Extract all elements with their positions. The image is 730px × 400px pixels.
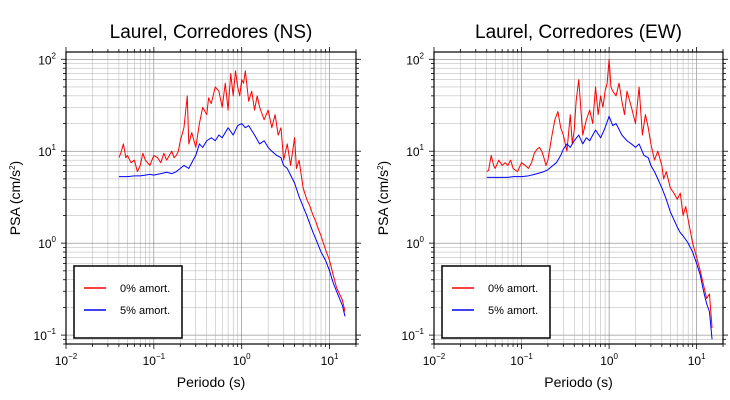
y-tick-label-base: 10 — [38, 53, 52, 67]
y-tick-label: 101 — [38, 143, 56, 159]
x-tick-label-exp: −2 — [436, 352, 446, 361]
x-tick-label-exp: −1 — [156, 352, 166, 361]
x-tick-label-exp: 1 — [334, 352, 339, 361]
x-tick-label-base: 10 — [55, 354, 69, 368]
x-tick-label: 10−1 — [143, 352, 166, 368]
x-tick-label: 100 — [600, 352, 618, 368]
x-tick-label-base: 10 — [510, 354, 524, 368]
y-tick-label-exp: 2 — [420, 51, 425, 60]
y-axis-label-main: PSA (cm/s — [375, 170, 391, 235]
x-axis-label: Periodo (s) — [177, 374, 245, 390]
y-tick-label-base: 10 — [34, 329, 48, 343]
x-tick-label-base: 10 — [143, 354, 157, 368]
legend-label: 5% amort. — [488, 305, 538, 317]
y-axis-label-sup: 2 — [376, 165, 385, 170]
axis-ticks — [429, 47, 728, 349]
y-tick-label-base: 10 — [406, 145, 420, 159]
y-tick-label: 10−1 — [34, 327, 57, 343]
x-tick-label-base: 10 — [423, 354, 437, 368]
y-axis-label-sup: 2 — [8, 165, 17, 170]
y-tick-label: 102 — [406, 51, 424, 67]
x-tick-label-exp: 0 — [246, 352, 251, 361]
x-tick-label: 100 — [233, 352, 251, 368]
legend: 0% amort. 5% amort. — [441, 265, 551, 339]
x-tick-label-base: 10 — [600, 354, 614, 368]
x-tick-label: 101 — [688, 352, 706, 368]
y-axis-label-close: ) — [375, 161, 391, 166]
y-tick-label-exp: −1 — [415, 327, 425, 336]
plot-frame — [433, 51, 724, 345]
legend-label: 0% amort. — [120, 283, 170, 295]
y-axis-label-main: PSA (cm/s — [7, 170, 23, 235]
x-tick-label-exp: 1 — [701, 352, 706, 361]
y-tick-label-base: 10 — [406, 237, 420, 251]
y-tick-label-exp: 2 — [52, 51, 57, 60]
chart-title: Laurel, Corredores (EW) — [475, 22, 682, 43]
axis-ticks — [61, 47, 361, 349]
x-tick-label: 10−2 — [55, 352, 78, 368]
y-tick-label-exp: 0 — [52, 235, 57, 244]
y-tick-label-base: 10 — [406, 53, 420, 67]
x-tick-label-base: 10 — [321, 354, 335, 368]
y-axis-label: PSA (cm/s2) — [375, 161, 391, 235]
y-tick-label: 101 — [406, 143, 424, 159]
x-tick-label-base: 10 — [233, 354, 247, 368]
y-tick-label: 100 — [406, 235, 424, 251]
x-tick-label: 101 — [321, 352, 339, 368]
x-tick-label-exp: 0 — [614, 352, 619, 361]
x-tick-label-base: 10 — [688, 354, 702, 368]
y-tick-label-base: 10 — [38, 237, 52, 251]
x-axis-label: Periodo (s) — [544, 374, 612, 390]
legend-label: 0% amort. — [488, 283, 538, 295]
y-tick-label-base: 10 — [402, 329, 416, 343]
plot-frame — [65, 51, 357, 345]
series-line-five-pct-damping — [486, 115, 713, 340]
y-axis-label-close: ) — [7, 161, 23, 166]
y-tick-label-exp: 1 — [420, 143, 425, 152]
y-tick-label: 102 — [38, 51, 56, 67]
legend-box — [441, 265, 551, 339]
series-line-zero-damping — [118, 70, 346, 312]
x-tick-label-exp: −1 — [524, 352, 534, 361]
legend: 0% amort. 5% amort. — [73, 265, 183, 339]
y-tick-label-exp: 1 — [52, 143, 57, 152]
chart-title: Laurel, Corredores (NS) — [110, 22, 313, 43]
y-tick-label-base: 10 — [38, 145, 52, 159]
series-line-five-pct-damping — [118, 123, 346, 317]
y-axis-label: PSA (cm/s2) — [7, 161, 23, 235]
y-tick-label-exp: 0 — [420, 235, 425, 244]
legend-label: 5% amort. — [120, 305, 170, 317]
x-tick-label: 10−1 — [510, 352, 533, 368]
legend-box — [73, 265, 183, 339]
y-tick-label: 100 — [38, 235, 56, 251]
y-tick-label: 10−1 — [402, 327, 425, 343]
x-tick-label: 10−2 — [423, 352, 446, 368]
series-line-zero-damping — [486, 58, 713, 328]
x-tick-label-exp: −2 — [68, 352, 78, 361]
y-tick-label-exp: −1 — [47, 327, 57, 336]
